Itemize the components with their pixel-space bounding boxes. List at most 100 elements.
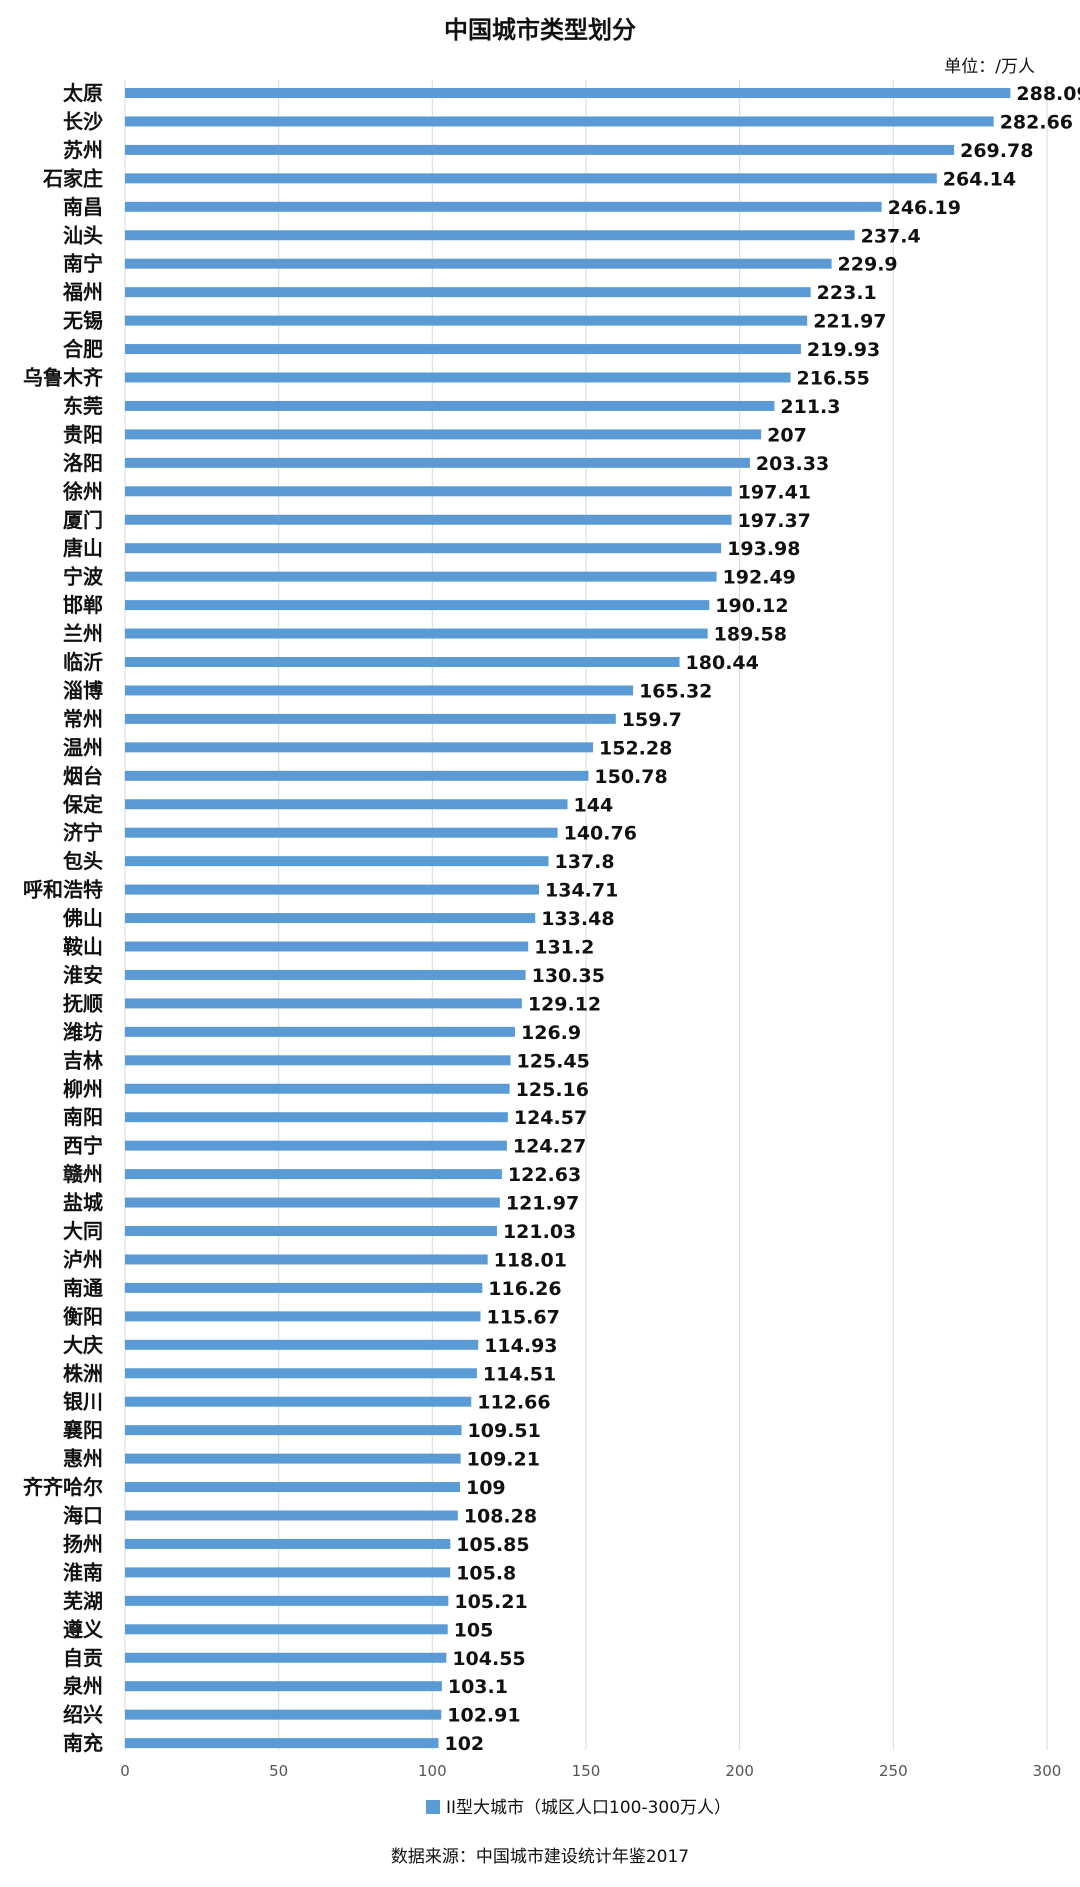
value-label: 150.78: [594, 766, 667, 788]
bar: [125, 1026, 516, 1037]
x-axis-tick-labels: 0 50 100 150 200 250 300: [120, 1762, 1061, 1780]
value-label: 105.8: [456, 1562, 516, 1584]
category-label: 宁波: [63, 565, 104, 589]
bar: [125, 486, 732, 497]
value-label: 130.35: [532, 965, 605, 987]
bar: [125, 1112, 508, 1123]
bar: [125, 173, 937, 184]
category-label: 保定: [62, 792, 103, 816]
bar: [125, 1681, 442, 1692]
bar: [125, 1709, 442, 1720]
value-label: 165.32: [639, 680, 712, 702]
category-label: 扬州: [63, 1532, 103, 1556]
category-label: 无锡: [63, 309, 103, 333]
bar: [125, 1055, 511, 1066]
value-label: 112.66: [477, 1392, 550, 1414]
value-label: 211.3: [780, 396, 840, 418]
bar: [125, 628, 708, 639]
category-label: 济宁: [63, 821, 103, 845]
value-label: 197.37: [738, 510, 811, 532]
category-label: 洛阳: [63, 451, 103, 475]
x-tick-label: 50: [269, 1762, 288, 1780]
bar: [125, 116, 994, 127]
chart-title: 中国城市类型划分: [444, 16, 636, 44]
category-label: 海口: [63, 1504, 103, 1528]
value-label: 104.55: [452, 1648, 525, 1670]
value-label: 124.57: [514, 1107, 587, 1129]
value-label: 269.78: [960, 140, 1033, 162]
value-label: 207: [767, 424, 807, 446]
value-label: 282.66: [1000, 111, 1073, 133]
value-label: 131.2: [534, 937, 594, 959]
bar: [125, 1652, 447, 1663]
bar: [125, 514, 732, 525]
category-label: 西宁: [63, 1134, 103, 1158]
bar: [125, 657, 680, 667]
value-label: 109.21: [467, 1449, 540, 1471]
category-label: 大庆: [63, 1333, 103, 1357]
category-label: 徐州: [62, 479, 103, 503]
bar: [125, 1738, 439, 1749]
category-label: 齐齐哈尔: [23, 1475, 103, 1499]
bar: [125, 969, 526, 980]
value-label: 192.49: [723, 567, 796, 589]
category-label: 石家庄: [42, 166, 103, 190]
value-label: 124.27: [513, 1136, 586, 1158]
legend-swatch: [426, 1800, 440, 1814]
value-label: 116.26: [488, 1278, 561, 1300]
value-label: 237.4: [861, 225, 921, 247]
bar: [125, 1083, 510, 1094]
value-label: 105.21: [454, 1591, 527, 1613]
bar: [125, 913, 536, 924]
bar: [125, 1368, 477, 1379]
value-label: 133.48: [541, 908, 614, 930]
value-label: 203.33: [756, 453, 829, 475]
category-label: 赣州: [63, 1162, 103, 1186]
category-label: 长沙: [63, 109, 103, 133]
unit-label: 单位：/万人: [944, 57, 1035, 77]
bar: [125, 201, 882, 212]
category-label: 南阳: [63, 1105, 103, 1129]
category-label: 福州: [62, 280, 103, 304]
category-label: 温州: [63, 735, 103, 759]
value-labels: 288.09 282.66 269.78 264.14 246.19 237.4 229.9…: [444, 83, 1080, 1755]
category-label: 潍坊: [63, 1020, 103, 1044]
bar: [125, 1311, 481, 1322]
legend-label: II型大城市（城区人口100-300万人）: [446, 1798, 731, 1818]
x-tick-label: 250: [879, 1762, 908, 1780]
bar: [125, 1510, 458, 1521]
category-label: 烟台: [63, 764, 103, 788]
value-label: 109: [466, 1477, 506, 1499]
category-label: 呼和浩特: [23, 878, 103, 902]
value-label: 221.97: [813, 311, 886, 333]
value-label: 216.55: [797, 368, 870, 390]
value-label: 140.76: [564, 823, 637, 845]
category-label: 吉林: [63, 1048, 103, 1072]
x-tick-label: 150: [572, 1762, 601, 1780]
category-label: 淮安: [63, 963, 103, 987]
bar: [125, 998, 522, 1009]
bar: [125, 941, 529, 952]
category-label: 南通: [63, 1276, 103, 1300]
category-label: 汕头: [63, 223, 103, 247]
value-label: 122.63: [508, 1164, 581, 1186]
category-label: 绍兴: [63, 1703, 103, 1727]
value-label: 114.93: [484, 1335, 557, 1357]
bar: [125, 856, 549, 867]
value-label: 288.09: [1016, 83, 1080, 105]
category-label: 厦门: [63, 508, 103, 532]
bar: [125, 429, 762, 440]
bar: [125, 1169, 502, 1180]
bar: [125, 230, 855, 241]
category-label: 包头: [63, 849, 103, 873]
value-label: 118.01: [494, 1249, 567, 1271]
category-label: 合肥: [63, 337, 103, 361]
bar: [125, 144, 955, 155]
category-label: 唐山: [63, 536, 103, 560]
value-label: 109.51: [468, 1420, 541, 1442]
bar: [125, 713, 616, 724]
category-label: 佛山: [62, 906, 103, 930]
category-label: 株洲: [63, 1361, 103, 1385]
bar: [125, 1482, 460, 1493]
bar: [125, 571, 717, 582]
